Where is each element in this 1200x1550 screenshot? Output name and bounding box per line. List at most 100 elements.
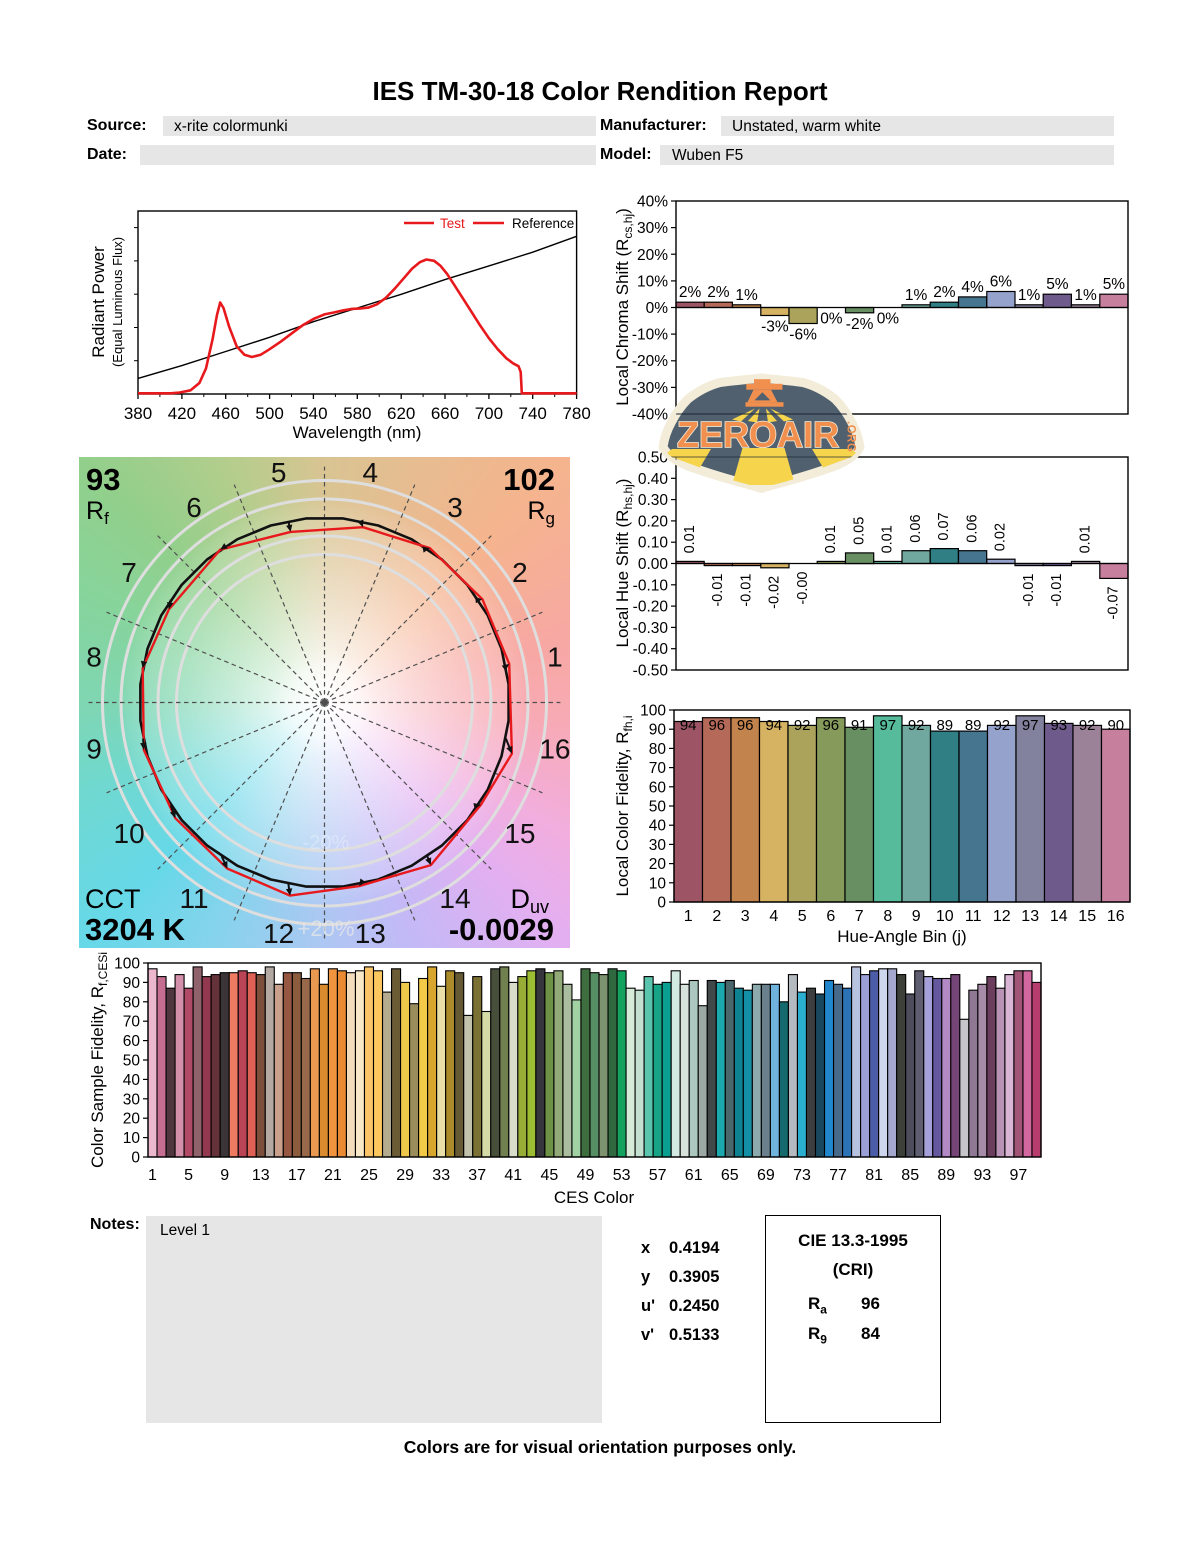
svg-text:33: 33 xyxy=(432,1167,450,1184)
svg-text:1: 1 xyxy=(148,1167,157,1184)
svg-text:80: 80 xyxy=(123,994,141,1011)
svg-text:660: 660 xyxy=(431,404,459,423)
svg-text:97: 97 xyxy=(879,717,896,734)
svg-text:Hue-Angle Bin (j): Hue-Angle Bin (j) xyxy=(837,927,966,946)
svg-text:40%: 40% xyxy=(637,194,668,211)
svg-text:21: 21 xyxy=(324,1167,342,1184)
svg-text:740: 740 xyxy=(519,404,547,423)
svg-text:92: 92 xyxy=(794,717,811,734)
svg-text:2: 2 xyxy=(712,908,721,925)
svg-text:1%: 1% xyxy=(735,287,758,304)
svg-text:14: 14 xyxy=(1050,908,1068,925)
svg-text:5: 5 xyxy=(184,1167,193,1184)
svg-text:5: 5 xyxy=(271,457,287,488)
svg-text:50: 50 xyxy=(649,799,667,816)
svg-text:Test: Test xyxy=(440,216,465,231)
svg-text:0.20: 0.20 xyxy=(638,513,669,530)
svg-text:7: 7 xyxy=(855,908,864,925)
svg-text:7: 7 xyxy=(121,557,137,588)
svg-text:11: 11 xyxy=(965,908,982,925)
svg-text:460: 460 xyxy=(212,404,240,423)
svg-text:3: 3 xyxy=(447,492,463,523)
svg-text:20: 20 xyxy=(649,856,667,873)
svg-text:17: 17 xyxy=(288,1167,306,1184)
svg-text:6: 6 xyxy=(186,492,202,523)
svg-text:37: 37 xyxy=(468,1167,486,1184)
svg-text:0%: 0% xyxy=(646,300,669,317)
svg-text:77: 77 xyxy=(829,1167,847,1184)
svg-text:45: 45 xyxy=(541,1167,559,1184)
svg-text:13: 13 xyxy=(252,1167,270,1184)
svg-text:0.06: 0.06 xyxy=(964,514,980,542)
svg-text:16: 16 xyxy=(1107,908,1125,925)
svg-text:-0.02: -0.02 xyxy=(767,576,783,609)
svg-text:70: 70 xyxy=(649,760,667,777)
svg-text:41: 41 xyxy=(504,1167,522,1184)
svg-text:90: 90 xyxy=(1107,717,1124,734)
svg-text:97: 97 xyxy=(1010,1167,1028,1184)
svg-text:1%: 1% xyxy=(1074,287,1097,304)
svg-text:9: 9 xyxy=(912,908,921,925)
svg-text:0.01: 0.01 xyxy=(682,525,698,553)
svg-text:0%: 0% xyxy=(877,311,900,328)
svg-text:-0.10: -0.10 xyxy=(633,577,669,594)
svg-text:25: 25 xyxy=(360,1167,378,1184)
svg-text:CCT: CCT xyxy=(85,884,141,914)
svg-text:100: 100 xyxy=(640,703,666,720)
svg-text:0.07: 0.07 xyxy=(936,512,952,540)
svg-text:Local Color Fidelity, Rfh,i: Local Color Fidelity, Rfh,i xyxy=(613,715,635,896)
svg-text:ZEROAIR: ZEROAIR xyxy=(677,414,839,455)
svg-text:2%: 2% xyxy=(679,284,702,301)
svg-text:70: 70 xyxy=(123,1014,141,1031)
svg-text:4: 4 xyxy=(363,457,379,488)
svg-text:92: 92 xyxy=(908,717,925,734)
svg-text:620: 620 xyxy=(387,404,415,423)
svg-text:1: 1 xyxy=(547,642,563,673)
svg-text:1: 1 xyxy=(684,908,693,925)
svg-text:5%: 5% xyxy=(1046,276,1069,293)
svg-text:700: 700 xyxy=(475,404,503,423)
svg-text:14: 14 xyxy=(439,883,470,914)
svg-text:-10%: -10% xyxy=(632,327,668,344)
svg-text:40: 40 xyxy=(123,1072,141,1089)
svg-text:30: 30 xyxy=(123,1091,141,1108)
svg-text:Color Sample Fidelity, Rf,CESi: Color Sample Fidelity, Rf,CESi xyxy=(88,952,110,1168)
svg-text:-0.40: -0.40 xyxy=(633,641,669,658)
svg-text:-30%: -30% xyxy=(632,380,668,397)
svg-text:0.02: 0.02 xyxy=(993,523,1009,551)
svg-text:Rg: Rg xyxy=(527,497,555,528)
svg-text:-0.01: -0.01 xyxy=(1021,574,1037,607)
svg-text:15: 15 xyxy=(504,818,535,849)
svg-text:15: 15 xyxy=(1078,908,1096,925)
svg-text:4%: 4% xyxy=(961,279,984,296)
svg-text:-0.20: -0.20 xyxy=(633,599,669,616)
svg-text:61: 61 xyxy=(685,1167,703,1184)
svg-text:69: 69 xyxy=(757,1167,775,1184)
svg-text:50: 50 xyxy=(123,1053,141,1070)
svg-text:97: 97 xyxy=(1022,717,1039,734)
svg-text:16: 16 xyxy=(539,733,570,764)
svg-text:500: 500 xyxy=(255,404,283,423)
svg-text:92: 92 xyxy=(993,717,1010,734)
svg-text:0.01: 0.01 xyxy=(823,525,839,553)
svg-text:-40%: -40% xyxy=(632,407,668,424)
svg-text:0.06: 0.06 xyxy=(908,514,924,542)
svg-text:-2%: -2% xyxy=(846,316,874,333)
svg-text:-0.0029: -0.0029 xyxy=(449,912,554,947)
svg-text:20%: 20% xyxy=(637,247,668,264)
svg-text:30%: 30% xyxy=(637,220,668,237)
svg-text:Local Hue Shift (Rhs,hj): Local Hue Shift (Rhs,hj) xyxy=(613,479,635,648)
svg-text:1%: 1% xyxy=(905,287,928,304)
svg-text:6%: 6% xyxy=(990,274,1013,291)
svg-text:Wavelength (nm): Wavelength (nm) xyxy=(293,423,422,442)
svg-text:-0.01: -0.01 xyxy=(710,574,726,607)
svg-text:11: 11 xyxy=(179,883,208,914)
svg-text:10: 10 xyxy=(114,818,145,849)
svg-text:94: 94 xyxy=(765,717,782,734)
svg-text:2: 2 xyxy=(512,557,528,588)
svg-text:-20%: -20% xyxy=(632,353,668,370)
svg-text:96: 96 xyxy=(822,717,839,734)
svg-text:96: 96 xyxy=(737,717,754,734)
svg-text:93: 93 xyxy=(1050,717,1067,734)
svg-text:9: 9 xyxy=(86,733,102,764)
